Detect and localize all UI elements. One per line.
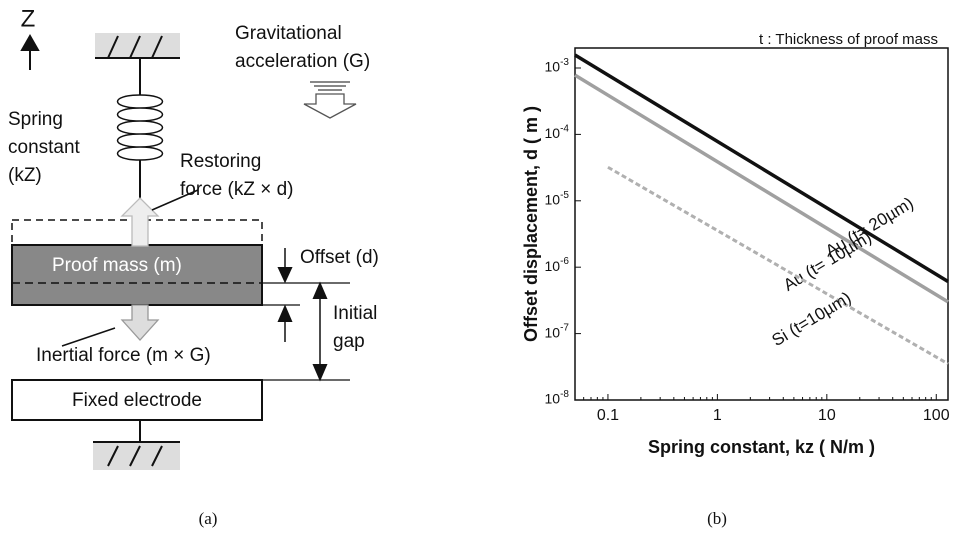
- label: Fixed electrode: [72, 390, 202, 411]
- label: (kZ): [8, 165, 42, 186]
- ground-bottom: [93, 442, 180, 470]
- proof-mass: [11, 244, 263, 306]
- x-tick-label: 1: [713, 407, 722, 424]
- y-tick-label: 10-4: [545, 123, 570, 141]
- caption: (a): [199, 509, 218, 528]
- x-axis-label: Spring constant, kz ( N/m ): [648, 437, 875, 457]
- ground-top: [95, 33, 180, 58]
- x-tick-label: 100: [923, 407, 950, 424]
- label: gap: [333, 331, 365, 352]
- inertial-arrow: [120, 304, 160, 341]
- caption: (b): [707, 509, 727, 528]
- label: Spring: [8, 109, 63, 130]
- x-tick-label: 10: [818, 407, 836, 424]
- label: Proof mass (m): [52, 255, 182, 276]
- label: Restoring: [180, 151, 261, 172]
- series-label: Au (t= 10µm): [780, 227, 875, 294]
- electrode: [11, 379, 263, 421]
- restoring-arrow: [120, 197, 160, 247]
- note: t : Thickness of proof mass: [759, 31, 938, 48]
- level-lines: [262, 282, 350, 381]
- leader: [61, 327, 116, 347]
- series-line: [607, 165, 949, 366]
- hatch: [107, 445, 163, 467]
- series-line: [574, 73, 949, 304]
- label: constant: [8, 137, 81, 158]
- spring-coil: [117, 94, 163, 161]
- y-tick-label: 10-8: [545, 389, 570, 407]
- label: Inertial force (m × G): [36, 345, 211, 366]
- offset-heads: [277, 267, 293, 322]
- y-tick-label: 10-3: [545, 57, 570, 75]
- diagram: [11, 33, 357, 470]
- series-line: [574, 53, 949, 283]
- label: Initial: [333, 303, 377, 324]
- y-tick-label: 10-6: [545, 256, 570, 274]
- gap-heads: [312, 281, 328, 382]
- y-tick-label: 10-7: [545, 322, 570, 340]
- x-tick-label: 0.1: [597, 407, 619, 424]
- label: Gravitational: [235, 23, 342, 44]
- label: Offset (d): [300, 247, 379, 268]
- z-arrow-head: [20, 33, 40, 51]
- chart: 0.1 1 10 100 10-3 10-4 10-5 10-6 10-7 10-8 Spring …: [521, 31, 950, 457]
- plot-frame: [574, 47, 949, 401]
- y-axis-label: Offset displacement, d ( m ): [521, 106, 541, 342]
- leader: [151, 189, 199, 211]
- hatch: [107, 35, 163, 59]
- y-tick-label: 10-5: [545, 189, 570, 207]
- label: force (kZ × d): [180, 179, 294, 200]
- series-label: Si (t=10µm): [769, 288, 855, 350]
- gravity-lines: [310, 81, 350, 91]
- label: acceleration (G): [235, 51, 370, 72]
- z-label: Z: [21, 5, 36, 32]
- gravity-arrow: [303, 93, 357, 119]
